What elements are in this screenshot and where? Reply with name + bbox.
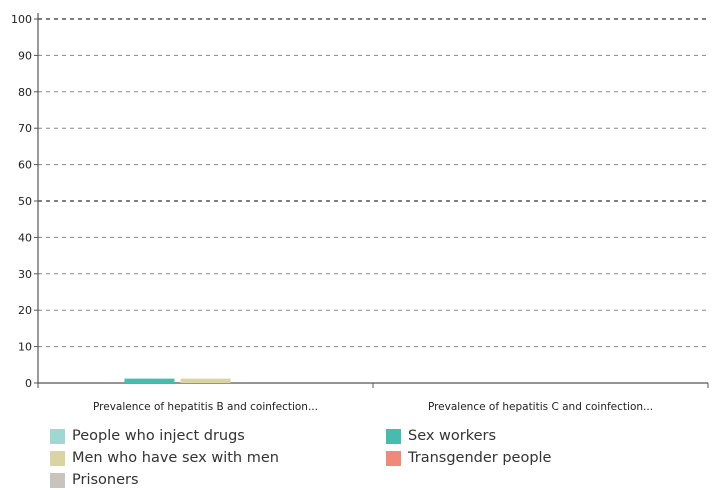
y-tick-label: 10 [18,341,32,354]
legend-swatch [50,450,65,466]
legend-item-men-who-have-sex-with-men[interactable]: Men who have sex with men [50,448,279,468]
legend-swatch [386,428,401,444]
y-tick-labels: 0 10 20 30 40 50 60 70 80 90 100 [11,13,32,390]
y-tick-label: 70 [18,122,32,135]
legend-label: Men who have sex with men [72,450,279,466]
y-tick-label: 100 [11,13,32,26]
bar[interactable] [180,378,231,383]
legend-item-people-who-inject-drugs[interactable]: People who inject drugs [50,426,245,446]
bar[interactable] [124,378,175,383]
y-tick-label: 30 [18,268,32,281]
y-tick-label: 50 [18,195,32,208]
y-tick-label: 0 [25,377,32,390]
bars [124,378,231,383]
legend-item-transgender-people[interactable]: Transgender people [386,448,551,468]
gridlines [38,18,708,348]
y-tick-label: 20 [18,304,32,317]
legend-label: Transgender people [408,450,552,466]
legend-item-prisoners[interactable]: Prisoners [50,470,139,490]
legend-swatch [50,472,65,488]
legend-swatch [386,450,401,466]
y-tick-label: 60 [18,159,32,172]
category-labels: Prevalence of hepatitis B and coinfectio… [93,401,653,413]
legend-item-sex-workers[interactable]: Sex workers [386,426,496,446]
legend-label: Sex workers [408,428,497,444]
y-tick-label: 40 [18,231,32,244]
x-tick-label: Prevalence of hepatitis C and coinfectio… [428,401,653,413]
x-tick-label: Prevalence of hepatitis B and coinfectio… [93,401,318,413]
y-tick-label: 90 [18,49,32,62]
legend-label: People who inject drugs [72,428,245,444]
legend-label: Prisoners [72,472,139,488]
bar-chart: 0 10 20 30 40 50 60 70 80 90 100 Prevalence of hep… [11,13,709,413]
legend-swatch [50,428,65,444]
y-tick-label: 80 [18,86,32,99]
